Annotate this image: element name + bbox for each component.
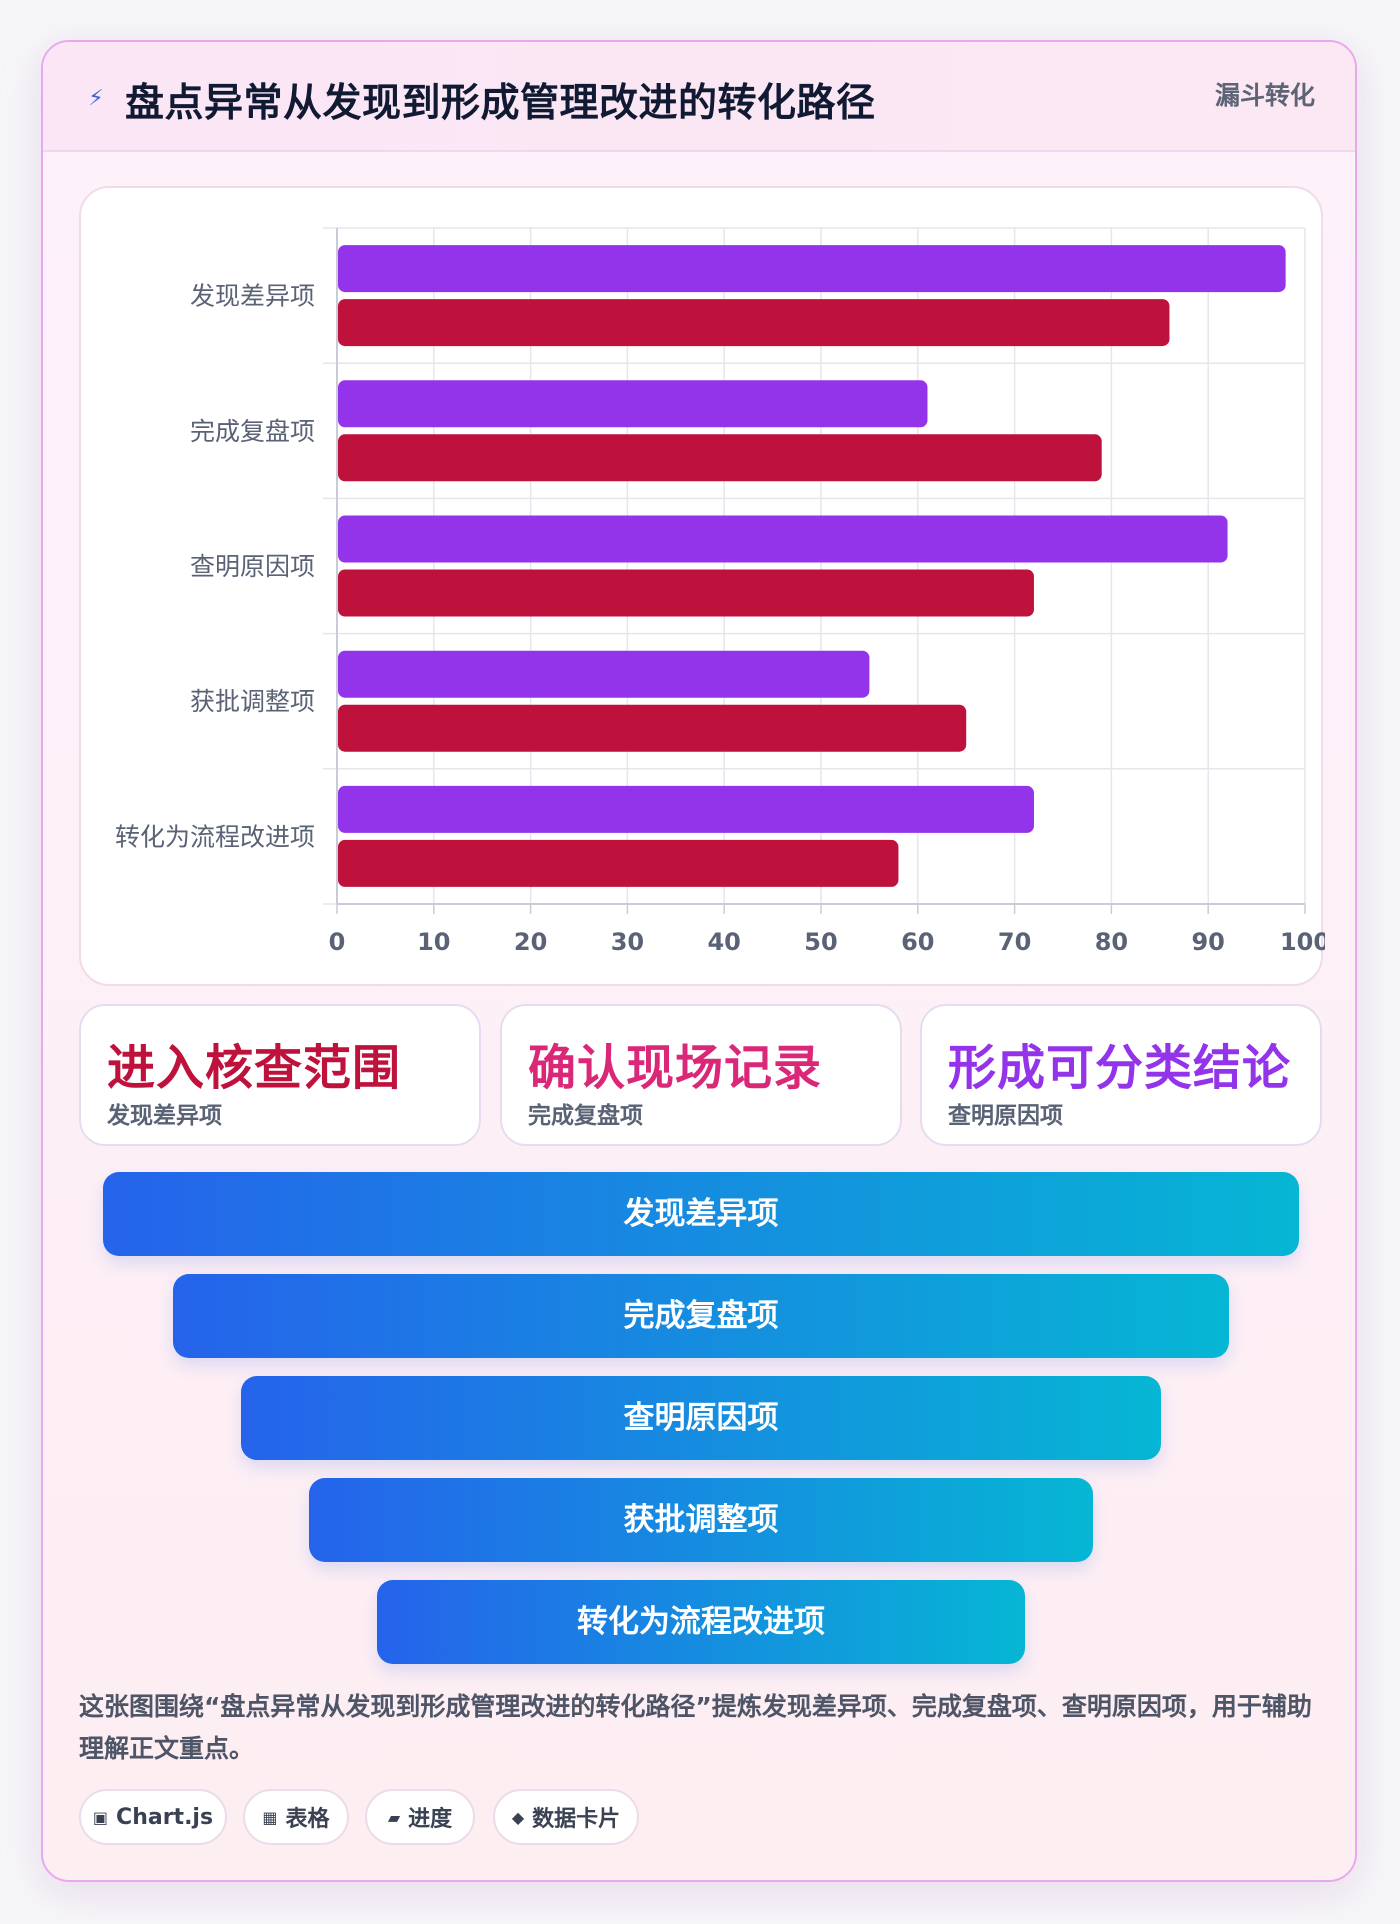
bar-2-3	[338, 569, 1034, 617]
x-tick-label: 60	[901, 928, 934, 956]
bar-2-2	[338, 434, 1102, 482]
stat-value: 进入核查范围	[107, 1040, 402, 1096]
bar-2-5	[338, 839, 899, 887]
stat-label: 发现差异项	[107, 1103, 222, 1129]
chip-label: Chart.js	[116, 1804, 214, 1830]
x-tick-label: 50	[804, 928, 837, 956]
stat-card-2: 确认现场记录 完成复盘项	[500, 1004, 902, 1146]
chip-label: 数据卡片	[532, 1807, 621, 1832]
funnel-stage-2: 完成复盘项	[173, 1274, 1229, 1358]
bar-2-4	[338, 704, 967, 752]
y-tick-label: 获批调整项	[190, 687, 315, 716]
card-header: ⚡ 盘点异常从发现到形成管理改进的转化路径 漏斗转化	[43, 42, 1355, 152]
bar-1-1	[338, 245, 1286, 293]
progress-icon: ▰	[387, 1807, 401, 1827]
stat-label: 查明原因项	[948, 1103, 1063, 1129]
y-tick-label: 完成复盘项	[190, 417, 315, 446]
chip-data-card[interactable]: ◆ 数据卡片	[493, 1789, 639, 1845]
x-tick-label: 20	[514, 928, 547, 956]
x-tick-label: 70	[998, 928, 1031, 956]
chip-table[interactable]: ▦ 表格	[243, 1789, 349, 1845]
chart-icon: ▣	[92, 1807, 109, 1827]
stat-value: 形成可分类结论	[948, 1040, 1292, 1096]
chart-description: 这张图围绕“盘点异常从发现到形成管理改进的转化路径”提炼发现差异项、完成复盘项、…	[79, 1692, 1312, 1763]
bar-1-3	[338, 515, 1228, 563]
category-tag: 漏斗转化	[1214, 81, 1315, 110]
chip-label: 进度	[408, 1807, 453, 1832]
y-tick-label: 查明原因项	[190, 552, 315, 581]
chart-panel: 发现差异项完成复盘项查明原因项获批调整项转化为流程改进项 0 10 20 30 40 50 6…	[79, 186, 1325, 986]
stat-card-3: 形成可分类结论 查明原因项	[920, 1004, 1322, 1146]
page-title: 盘点异常从发现到形成管理改进的转化路径	[125, 81, 876, 126]
y-tick-label: 发现差异项	[190, 282, 315, 311]
bar-1-4	[338, 650, 870, 698]
funnel-stage-5: 转化为流程改进项	[377, 1580, 1025, 1664]
bar-1-5	[338, 785, 1034, 833]
x-tick-label: 30	[611, 928, 644, 956]
chip-label: 表格	[285, 1807, 330, 1832]
chip-progress[interactable]: ▰ 进度	[365, 1789, 475, 1845]
diamond-icon: ◆	[511, 1807, 525, 1827]
funnel-stage-1: 发现差异项	[103, 1172, 1299, 1256]
x-tick-label: 0	[329, 928, 346, 956]
bar-2-1	[338, 299, 1170, 347]
y-tick-label: 转化为流程改进项	[115, 822, 315, 851]
bar-1-2	[338, 380, 928, 428]
x-tick-label: 40	[707, 928, 740, 956]
x-tick-label: 80	[1095, 928, 1128, 956]
stat-value: 确认现场记录	[528, 1040, 823, 1096]
x-tick-label: 10	[417, 928, 450, 956]
infographic-card: ⚡ 盘点异常从发现到形成管理改进的转化路径 漏斗转化 发现差异项 完成复盘项 查明原…	[41, 40, 1357, 1882]
x-tick-label: 90	[1191, 928, 1224, 956]
lightning-icon: ⚡	[88, 86, 104, 111]
stat-label: 完成复盘项	[528, 1103, 643, 1129]
funnel-stage-3: 查明原因项	[241, 1376, 1161, 1460]
chip-chartjs[interactable]: ▣ Chart.js	[79, 1789, 227, 1845]
table-icon: ▦	[262, 1807, 278, 1827]
stat-card-1: 进入核查范围 发现差异项	[79, 1004, 481, 1146]
x-tick-label: 100	[1280, 928, 1325, 956]
funnel-stage-4: 获批调整项	[309, 1478, 1093, 1562]
